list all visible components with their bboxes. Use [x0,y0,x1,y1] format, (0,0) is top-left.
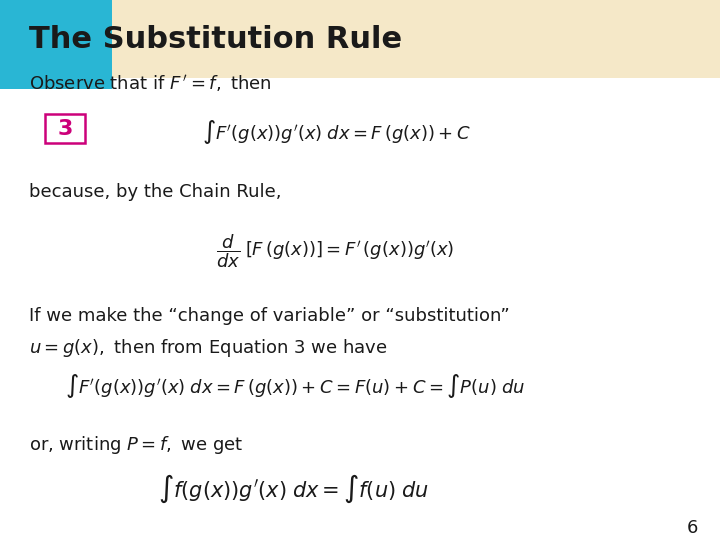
Text: $\int F'(g(x))g'(x)\; dx = F\,(g(x)) + C = F(u) + C = \int P(u)\; du$: $\int F'(g(x))g'(x)\; dx = F\,(g(x)) + C… [65,372,525,400]
Text: The Substitution Rule: The Substitution Rule [29,25,402,53]
FancyBboxPatch shape [45,114,85,143]
Text: or, writing $P = f,$ we get: or, writing $P = f,$ we get [29,435,243,456]
Text: $u = g(x),$ then from Equation 3 we have: $u = g(x),$ then from Equation 3 we have [29,338,387,359]
Text: Observe that if $F\,' = f,$ then: Observe that if $F\,' = f,$ then [29,73,271,94]
Text: $\dfrac{d}{dx}\;[F\,(g(x))] = F'\,(g(x))g'(x)$: $\dfrac{d}{dx}\;[F\,(g(x))] = F'\,(g(x))… [216,232,454,270]
FancyBboxPatch shape [0,0,720,78]
Text: $\int F'(g(x))g'(x)\; dx = F\,(g(x)) + C$: $\int F'(g(x))g'(x)\; dx = F\,(g(x)) + C… [202,118,471,146]
Text: 6: 6 [687,519,698,537]
Text: 3: 3 [57,118,73,139]
Text: If we make the “change of variable” or “substitution”: If we make the “change of variable” or “… [29,307,510,325]
Text: because, by the Chain Rule,: because, by the Chain Rule, [29,183,282,201]
FancyBboxPatch shape [0,0,112,89]
Text: $\int f(g(x))g'(x)\; dx = \int f(u)\; du$: $\int f(g(x))g'(x)\; dx = \int f(u)\; du… [158,472,429,505]
